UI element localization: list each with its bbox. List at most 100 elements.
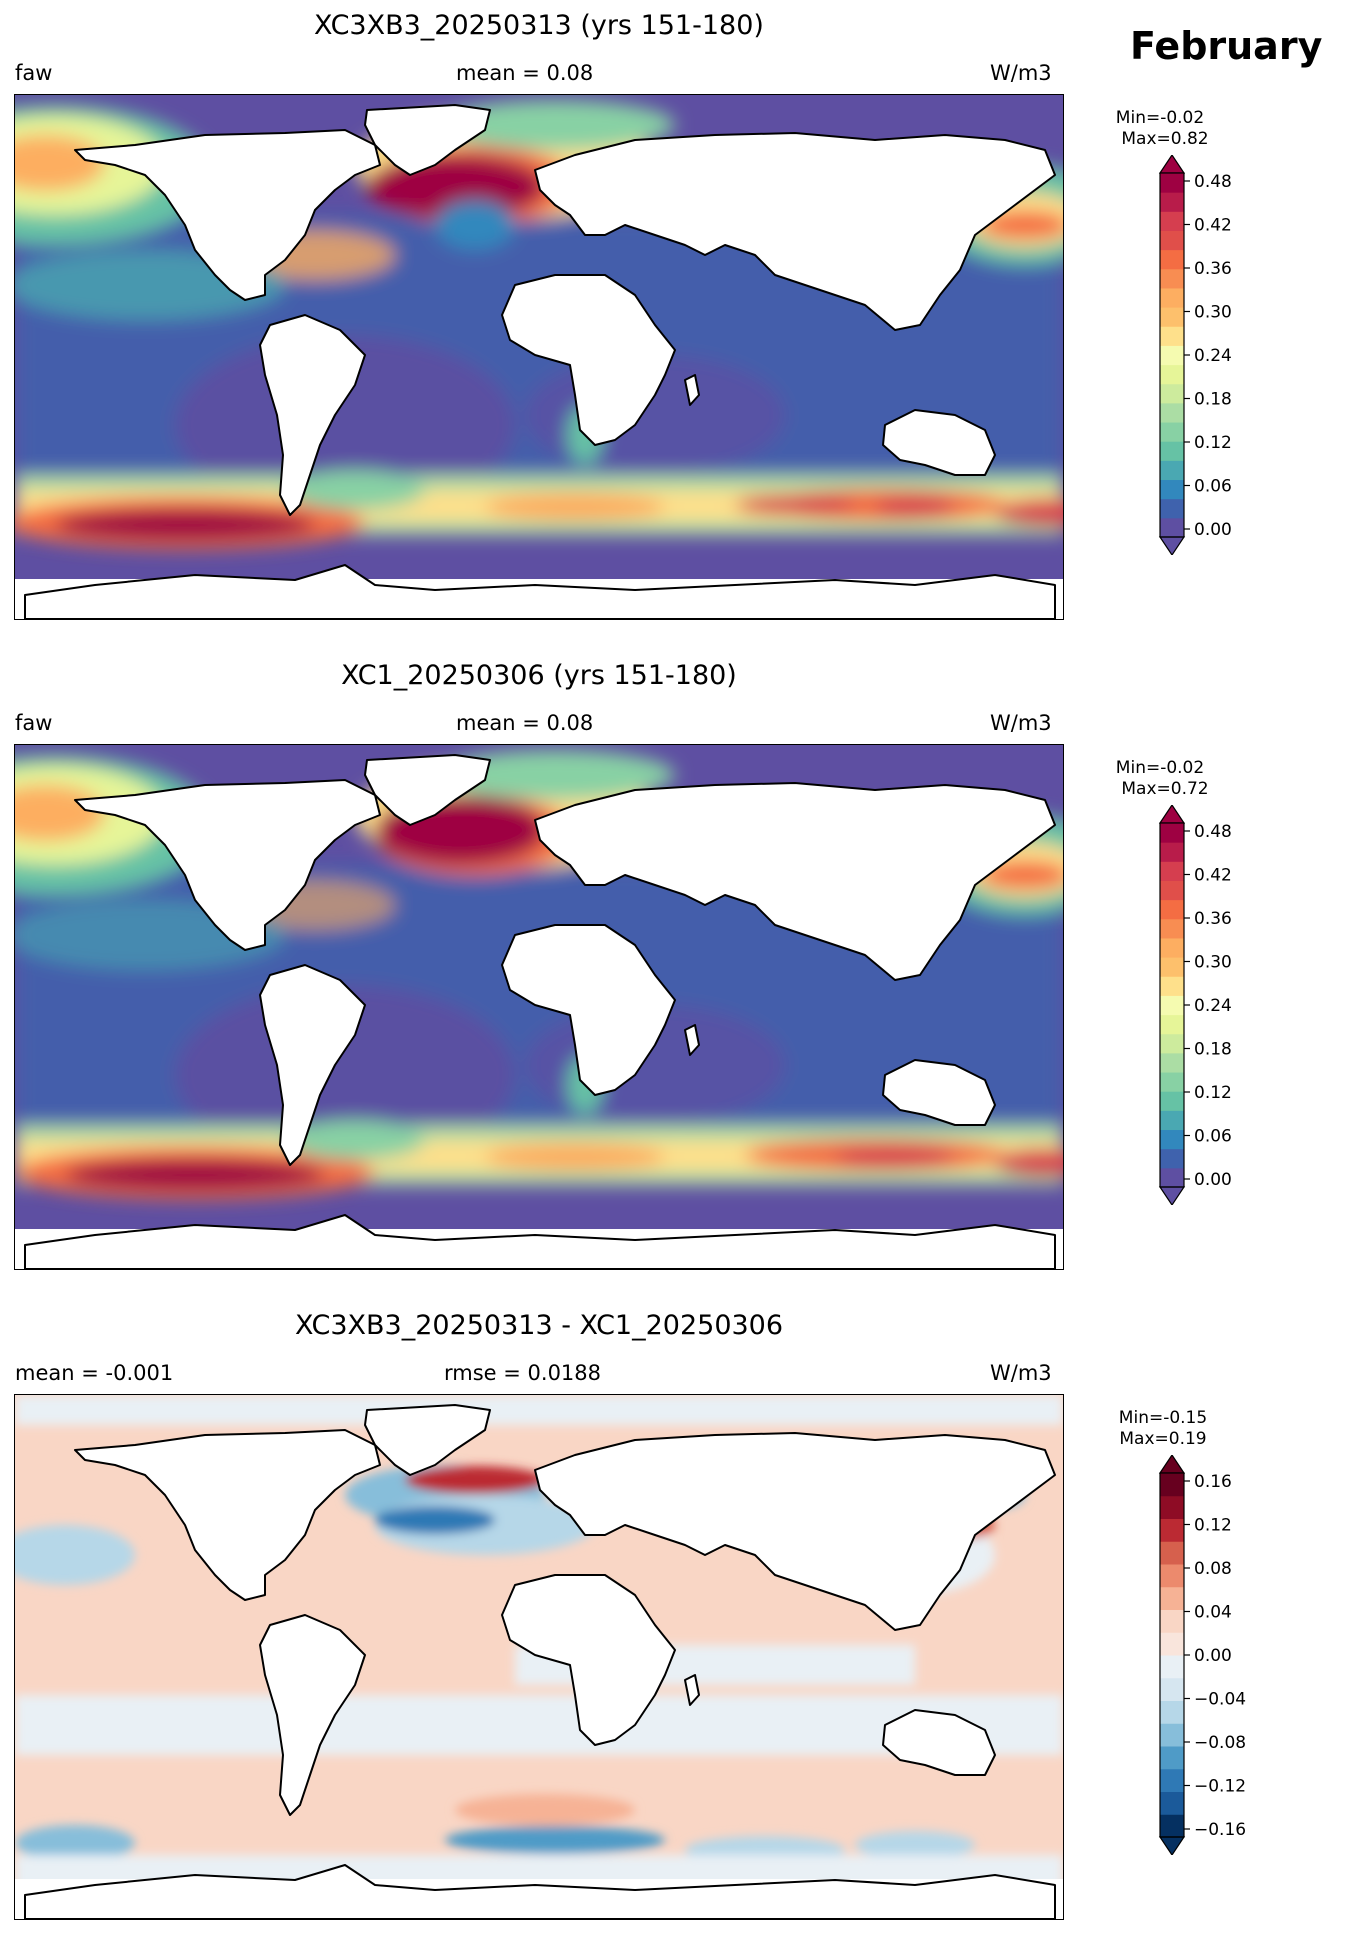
- north-america: [74, 129, 381, 301]
- colorbar-3-swatch: [1160, 1700, 1184, 1724]
- colorbar-3-tick-label: −0.12: [1194, 1777, 1246, 1797]
- continents: [24, 104, 1056, 619]
- panel-1-title: XC3XB3_20250313 (yrs 151-180): [314, 10, 764, 41]
- colorbar-1-swatch: [1160, 287, 1184, 308]
- panel-3-min-label: Min=-0.15: [1118, 1408, 1208, 1428]
- colorbar-1-swatch: [1160, 249, 1184, 270]
- colorbar-1-swatch: [1160, 441, 1184, 461]
- colorbar-2-swatch: [1160, 842, 1184, 862]
- panel-2-min-label: Min=-0.02: [1115, 758, 1205, 778]
- panel-3-rmse-label: rmse = 0.0188: [444, 1361, 602, 1385]
- colorbar-1-tick-label: 0.24: [1194, 346, 1232, 366]
- colorbar-2-tick-label: 0.12: [1194, 1083, 1232, 1103]
- colorbar-2-swatch: [1160, 1091, 1184, 1111]
- colorbar-3-tick-label: −0.08: [1194, 1733, 1246, 1753]
- colorbar-3-tick-label: −0.04: [1194, 1690, 1246, 1710]
- colorbar-3-swatch: [1160, 1609, 1184, 1633]
- colorbar-1-swatch: [1160, 460, 1184, 481]
- month-label: February: [1130, 24, 1323, 68]
- colorbar-3-swatch: [1160, 1586, 1184, 1610]
- colorbar-2-swatch: [1160, 976, 1184, 996]
- colorbar-3-swatch: [1160, 1814, 1184, 1838]
- colorbar-2-swatch: [1160, 1072, 1184, 1092]
- panel-1-mean-label: mean = 0.08: [456, 61, 594, 85]
- colorbar-3-swatch: [1160, 1791, 1184, 1815]
- colorbar-2-tick-label: 0.36: [1194, 909, 1232, 929]
- panel-3-map: [14, 1394, 1064, 1920]
- panel-3-units-label: W/m3: [990, 1361, 1052, 1385]
- colorbar-1-tick-label: 0.42: [1194, 216, 1232, 236]
- colorbar-1-swatch: [1160, 307, 1184, 327]
- colorbar-2-swatch: [1160, 861, 1184, 881]
- panel-1-min-label: Min=-0.02: [1115, 108, 1205, 128]
- greenland: [364, 104, 491, 176]
- colorbar-2-tick-label: 0.42: [1194, 866, 1232, 886]
- colorbar-2-swatch: [1160, 899, 1184, 920]
- panel-2-mean-label: mean = 0.08: [456, 711, 594, 735]
- panel-3-title: XC3XB3_20250313 - XC1_20250306: [294, 1310, 784, 1341]
- colorbar-2-swatch: [1160, 1167, 1184, 1188]
- colorbar-1-swatch: [1160, 268, 1184, 289]
- colorbar-2-tick-label: 0.48: [1194, 822, 1232, 842]
- colorbar-1-swatch: [1160, 422, 1184, 442]
- panel-1-max-label: Max=0.82: [1121, 129, 1209, 149]
- colorbar-1-tick-label: 0.00: [1194, 520, 1232, 540]
- colorbar-1-tick-label: 0.48: [1194, 172, 1232, 192]
- colorbar-2-swatch: [1160, 1052, 1184, 1073]
- colorbar-1-swatch: [1160, 345, 1184, 366]
- panel-2-colorbar: 0.00 0.06 0.12 0.18 0.24 0.30 0.36 0.42 0.48: [1158, 805, 1232, 1205]
- colorbar-2-tick-label: 0.18: [1194, 1040, 1232, 1060]
- colorbar-2-swatch: [1160, 1148, 1184, 1169]
- colorbar-3-tick-label: −0.16: [1194, 1820, 1246, 1840]
- colorbar-1-min-extension: [1158, 536, 1186, 555]
- colorbar-2-swatch: [1160, 995, 1184, 1016]
- panel-2-variable-label: faw: [15, 711, 53, 735]
- panel-3-map-svg: [15, 1395, 1063, 1919]
- colorbar-3-swatch: [1160, 1518, 1184, 1542]
- colorbar-3-min-extension: [1158, 1836, 1186, 1855]
- colorbar-1-swatch: [1160, 498, 1184, 519]
- antarctica: [24, 564, 1056, 619]
- panel-2-title: XC1_20250306 (yrs 151-180): [341, 660, 737, 691]
- colorbar-3-swatch: [1160, 1632, 1184, 1656]
- australia: [882, 409, 996, 476]
- colorbar-1-tick-label: 0.36: [1194, 259, 1232, 279]
- colorbar-3-swatch: [1160, 1473, 1184, 1497]
- colorbar-2-swatch: [1160, 880, 1184, 901]
- colorbar-3-max-extension: [1158, 1455, 1186, 1474]
- colorbar-2-swatch: [1160, 918, 1184, 939]
- colorbar-1-tick-label: 0.12: [1194, 433, 1232, 453]
- panel-3-mean-label: mean = -0.001: [15, 1361, 174, 1385]
- eurasia: [534, 132, 1056, 331]
- colorbar-1-tick-label: 0.18: [1194, 390, 1232, 410]
- colorbar-3-tick-label: 0.16: [1194, 1472, 1232, 1492]
- colorbar-1-swatch: [1160, 211, 1184, 231]
- panel-2-max-label: Max=0.72: [1121, 779, 1209, 799]
- colorbar-3-tick-label: 0.00: [1194, 1646, 1232, 1666]
- colorbar-2-swatch: [1160, 1110, 1184, 1131]
- colorbar-3-swatch: [1160, 1495, 1184, 1519]
- colorbar-3-swatch: [1160, 1655, 1184, 1679]
- colorbar-1-tick-label: 0.06: [1194, 477, 1232, 497]
- colorbar-3-tick-label: 0.04: [1194, 1603, 1232, 1623]
- colorbar-2-swatch: [1160, 1033, 1184, 1054]
- colorbar-3-tick-label: 0.12: [1194, 1516, 1232, 1536]
- panel-1-variable-label: faw: [15, 61, 53, 85]
- colorbar-2-swatch: [1160, 957, 1184, 977]
- madagascar: [684, 374, 700, 406]
- colorbar-2-swatch: [1160, 823, 1184, 843]
- panel-2-map-svg: [15, 745, 1063, 1269]
- colorbar-2-tick-label: 0.24: [1194, 996, 1232, 1016]
- colorbar-3-tick-label: 0.08: [1194, 1559, 1232, 1579]
- colorbar-1-swatch: [1160, 517, 1184, 538]
- colorbar-2-tick-label: 0.00: [1194, 1170, 1232, 1190]
- colorbar-1-swatch: [1160, 192, 1184, 212]
- colorbar-1-swatch: [1160, 326, 1184, 346]
- colorbar-3-swatch: [1160, 1723, 1184, 1747]
- colorbar-1-swatch: [1160, 383, 1184, 404]
- panel-1-units-label: W/m3: [990, 61, 1052, 85]
- colorbar-2-tick-label: 0.06: [1194, 1127, 1232, 1147]
- colorbar-2-swatch: [1160, 1014, 1184, 1035]
- colorbar-1-swatch: [1160, 364, 1184, 385]
- colorbar-1-max-extension: [1158, 155, 1186, 174]
